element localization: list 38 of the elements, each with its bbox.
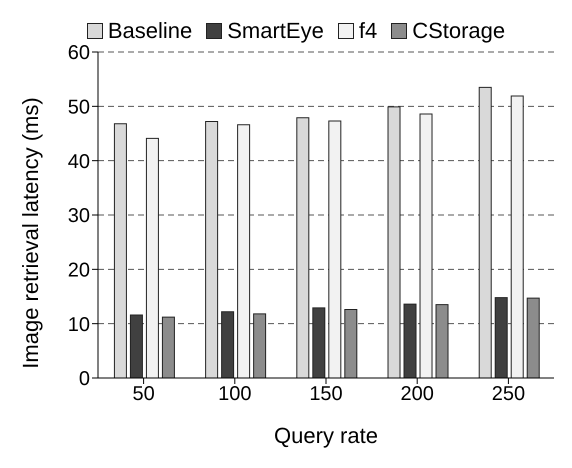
legend-label: CStorage <box>412 18 506 44</box>
bar <box>494 297 508 378</box>
y-tick-label: 0 <box>78 368 90 390</box>
bar <box>526 298 540 378</box>
bar <box>114 123 127 378</box>
bar <box>146 138 159 378</box>
y-tick-label: 40 <box>68 150 90 173</box>
bar <box>420 113 433 378</box>
bar <box>221 311 234 378</box>
x-tick-label: 100 <box>218 383 252 406</box>
bar <box>344 309 358 378</box>
bar <box>328 120 342 378</box>
x-axis-title: Query rate <box>274 423 378 448</box>
bar <box>312 307 326 378</box>
bar <box>478 86 492 378</box>
y-tick-label: 60 <box>68 42 90 64</box>
x-tick-label: 150 <box>309 383 343 406</box>
y-tick-label: 10 <box>68 314 90 336</box>
x-tick-label: 250 <box>492 383 526 406</box>
x-tick-label: 50 <box>132 383 155 406</box>
bar <box>388 106 401 378</box>
bar <box>237 124 250 378</box>
y-tick-label: 20 <box>68 259 90 282</box>
legend-label: f4 <box>358 18 378 44</box>
y-tick-label: 30 <box>68 205 90 228</box>
bar <box>130 314 143 378</box>
bar <box>296 117 310 378</box>
y-tick-label: 50 <box>68 96 90 118</box>
bar <box>253 313 266 378</box>
bar <box>162 316 175 378</box>
legend-label: SmartEye <box>227 18 324 44</box>
legend-label: Baseline <box>108 18 192 44</box>
bar <box>510 96 524 378</box>
y-axis-title: Image retrieval latency (ms) <box>18 97 43 369</box>
bar <box>404 304 417 378</box>
bar <box>436 304 449 378</box>
x-tick-label: 200 <box>400 383 434 406</box>
bar <box>205 121 218 378</box>
